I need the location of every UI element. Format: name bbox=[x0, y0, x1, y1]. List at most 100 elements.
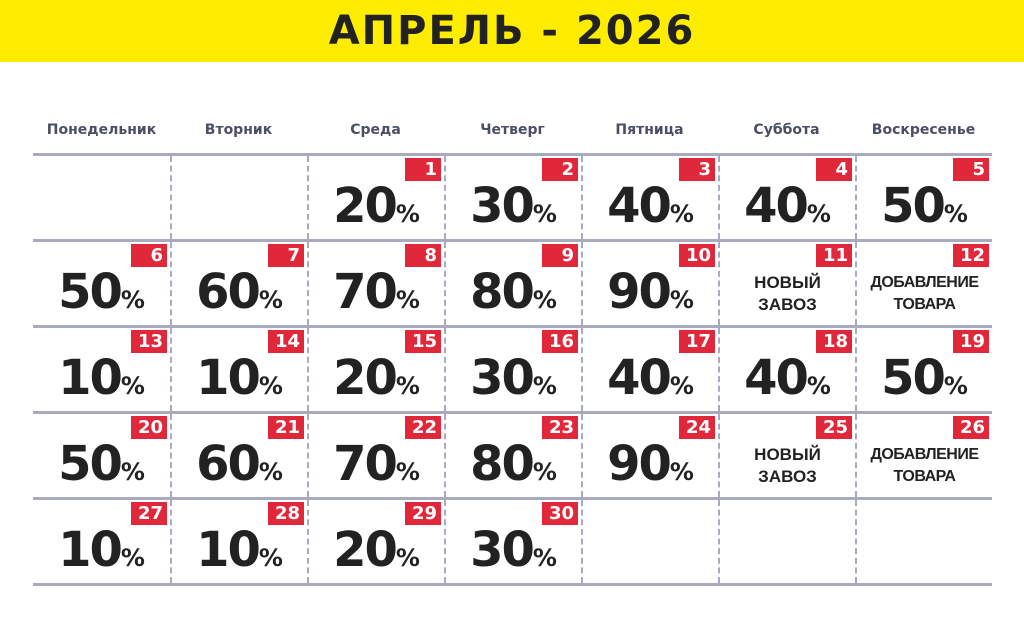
percent-sign: % bbox=[532, 372, 557, 400]
day-number-badge: 27 bbox=[131, 502, 167, 525]
day-cell: 10 90% bbox=[581, 242, 718, 325]
day-cell: 30 30% bbox=[444, 500, 581, 583]
discount-value: 30% bbox=[446, 522, 581, 586]
discount-number: 50 bbox=[881, 178, 946, 234]
discount-value: 80% bbox=[446, 264, 581, 328]
day-cell: 7 60% bbox=[170, 242, 307, 325]
calendar-grid: 1 20% 2 30% 3 40% 4 40% 5 50% 6 50% 7 60% 8 70% 9 80% 10 90… bbox=[33, 153, 992, 586]
day-number-badge: 5 bbox=[953, 158, 989, 181]
day-cell: 28 10% bbox=[170, 500, 307, 583]
day-cell: 13 10% bbox=[33, 328, 170, 411]
day-cell: 1 20% bbox=[307, 156, 444, 239]
day-number-badge: 16 bbox=[542, 330, 578, 353]
percent-sign: % bbox=[943, 200, 968, 228]
page-title: АПРЕЛЬ - 2026 bbox=[328, 8, 696, 54]
percent-sign: % bbox=[120, 458, 145, 486]
discount-number: 40 bbox=[744, 178, 809, 234]
weekday-label: Четверг bbox=[480, 122, 545, 138]
percent-sign: % bbox=[532, 286, 557, 314]
day-number-badge: 10 bbox=[679, 244, 715, 267]
discount-value: 90% bbox=[583, 264, 718, 328]
day-number-badge: 8 bbox=[405, 244, 441, 267]
event-note-line: ДОБАВЛЕНИЕ bbox=[870, 274, 979, 291]
percent-sign: % bbox=[669, 372, 694, 400]
discount-value: 60% bbox=[172, 436, 307, 500]
discount-number: 50 bbox=[58, 264, 123, 320]
discount-number: 80 bbox=[470, 264, 535, 320]
day-number-badge: 1 bbox=[405, 158, 441, 181]
percent-sign: % bbox=[532, 458, 557, 486]
discount-number: 30 bbox=[470, 350, 535, 406]
discount-number: 40 bbox=[607, 350, 672, 406]
discount-number: 30 bbox=[470, 522, 535, 578]
day-number-badge: 26 bbox=[953, 416, 989, 439]
discount-value: 60% bbox=[172, 264, 307, 328]
percent-sign: % bbox=[395, 372, 420, 400]
discount-number: 10 bbox=[196, 350, 261, 406]
percent-sign: % bbox=[669, 200, 694, 228]
day-cell: 24 90% bbox=[581, 414, 718, 497]
event-note: ДОБАВЛЕНИЕ ТОВАРА bbox=[857, 444, 992, 488]
day-cell: 17 40% bbox=[581, 328, 718, 411]
day-number-badge: 20 bbox=[131, 416, 167, 439]
day-cell: 27 10% bbox=[33, 500, 170, 583]
day-number-badge: 7 bbox=[268, 244, 304, 267]
percent-sign: % bbox=[395, 200, 420, 228]
percent-sign: % bbox=[120, 544, 145, 572]
percent-sign: % bbox=[258, 544, 283, 572]
discount-value: 10% bbox=[172, 522, 307, 586]
percent-sign: % bbox=[806, 372, 831, 400]
week-row: 6 50% 7 60% 8 70% 9 80% 10 90% 11 НОВЫЙ ЗАВОЗ 12 ДОБАВ… bbox=[33, 239, 992, 325]
empty-cell bbox=[33, 156, 170, 239]
event-note-line: ДОБАВЛЕНИЕ bbox=[870, 446, 979, 463]
day-number-badge: 4 bbox=[816, 158, 852, 181]
event-note-line: ТОВАРА bbox=[893, 296, 956, 313]
day-cell: 3 40% bbox=[581, 156, 718, 239]
percent-sign: % bbox=[120, 372, 145, 400]
day-number-badge: 24 bbox=[679, 416, 715, 439]
discount-value: 10% bbox=[33, 522, 170, 586]
day-cell: 11 НОВЫЙ ЗАВОЗ bbox=[718, 242, 855, 325]
day-cell: 14 10% bbox=[170, 328, 307, 411]
discount-value: 40% bbox=[720, 178, 855, 242]
day-cell: 22 70% bbox=[307, 414, 444, 497]
empty-cell bbox=[170, 156, 307, 239]
discount-number: 60 bbox=[196, 436, 261, 492]
discount-number: 40 bbox=[744, 350, 809, 406]
percent-sign: % bbox=[669, 458, 694, 486]
empty-cell bbox=[581, 500, 718, 583]
discount-value: 50% bbox=[33, 436, 170, 500]
discount-value: 20% bbox=[309, 522, 444, 586]
event-note-line: НОВЫЙ bbox=[754, 445, 821, 464]
week-row: 27 10% 28 10% 29 20% 30 30% bbox=[33, 497, 992, 586]
day-number-badge: 13 bbox=[131, 330, 167, 353]
event-note-line: ТОВАРА bbox=[893, 468, 956, 485]
discount-number: 40 bbox=[607, 178, 672, 234]
discount-value: 70% bbox=[309, 436, 444, 500]
day-number-badge: 9 bbox=[542, 244, 578, 267]
discount-value: 50% bbox=[857, 350, 992, 414]
week-row: 13 10% 14 10% 15 20% 16 30% 17 40% 18 40% 19 50% bbox=[33, 325, 992, 411]
day-cell: 15 20% bbox=[307, 328, 444, 411]
event-note-line: ЗАВОЗ bbox=[758, 467, 817, 486]
percent-sign: % bbox=[258, 372, 283, 400]
day-number-badge: 29 bbox=[405, 502, 441, 525]
day-cell: 18 40% bbox=[718, 328, 855, 411]
week-row: 20 50% 21 60% 22 70% 23 80% 24 90% 25 НОВЫЙ ЗАВОЗ 26 Д… bbox=[33, 411, 992, 497]
percent-sign: % bbox=[532, 544, 557, 572]
day-number-badge: 22 bbox=[405, 416, 441, 439]
discount-value: 20% bbox=[309, 350, 444, 414]
day-number-badge: 23 bbox=[542, 416, 578, 439]
percent-sign: % bbox=[532, 200, 557, 228]
day-cell: 5 50% bbox=[855, 156, 992, 239]
discount-value: 50% bbox=[33, 264, 170, 328]
discount-value: 70% bbox=[309, 264, 444, 328]
title-banner: АПРЕЛЬ - 2026 bbox=[0, 0, 1024, 62]
discount-value: 40% bbox=[583, 350, 718, 414]
discount-value: 10% bbox=[33, 350, 170, 414]
day-number-badge: 3 bbox=[679, 158, 715, 181]
event-note-line: НОВЫЙ bbox=[754, 273, 821, 292]
weekday-label: Понедельник bbox=[46, 122, 157, 138]
discount-value: 30% bbox=[446, 350, 581, 414]
day-number-badge: 25 bbox=[816, 416, 852, 439]
